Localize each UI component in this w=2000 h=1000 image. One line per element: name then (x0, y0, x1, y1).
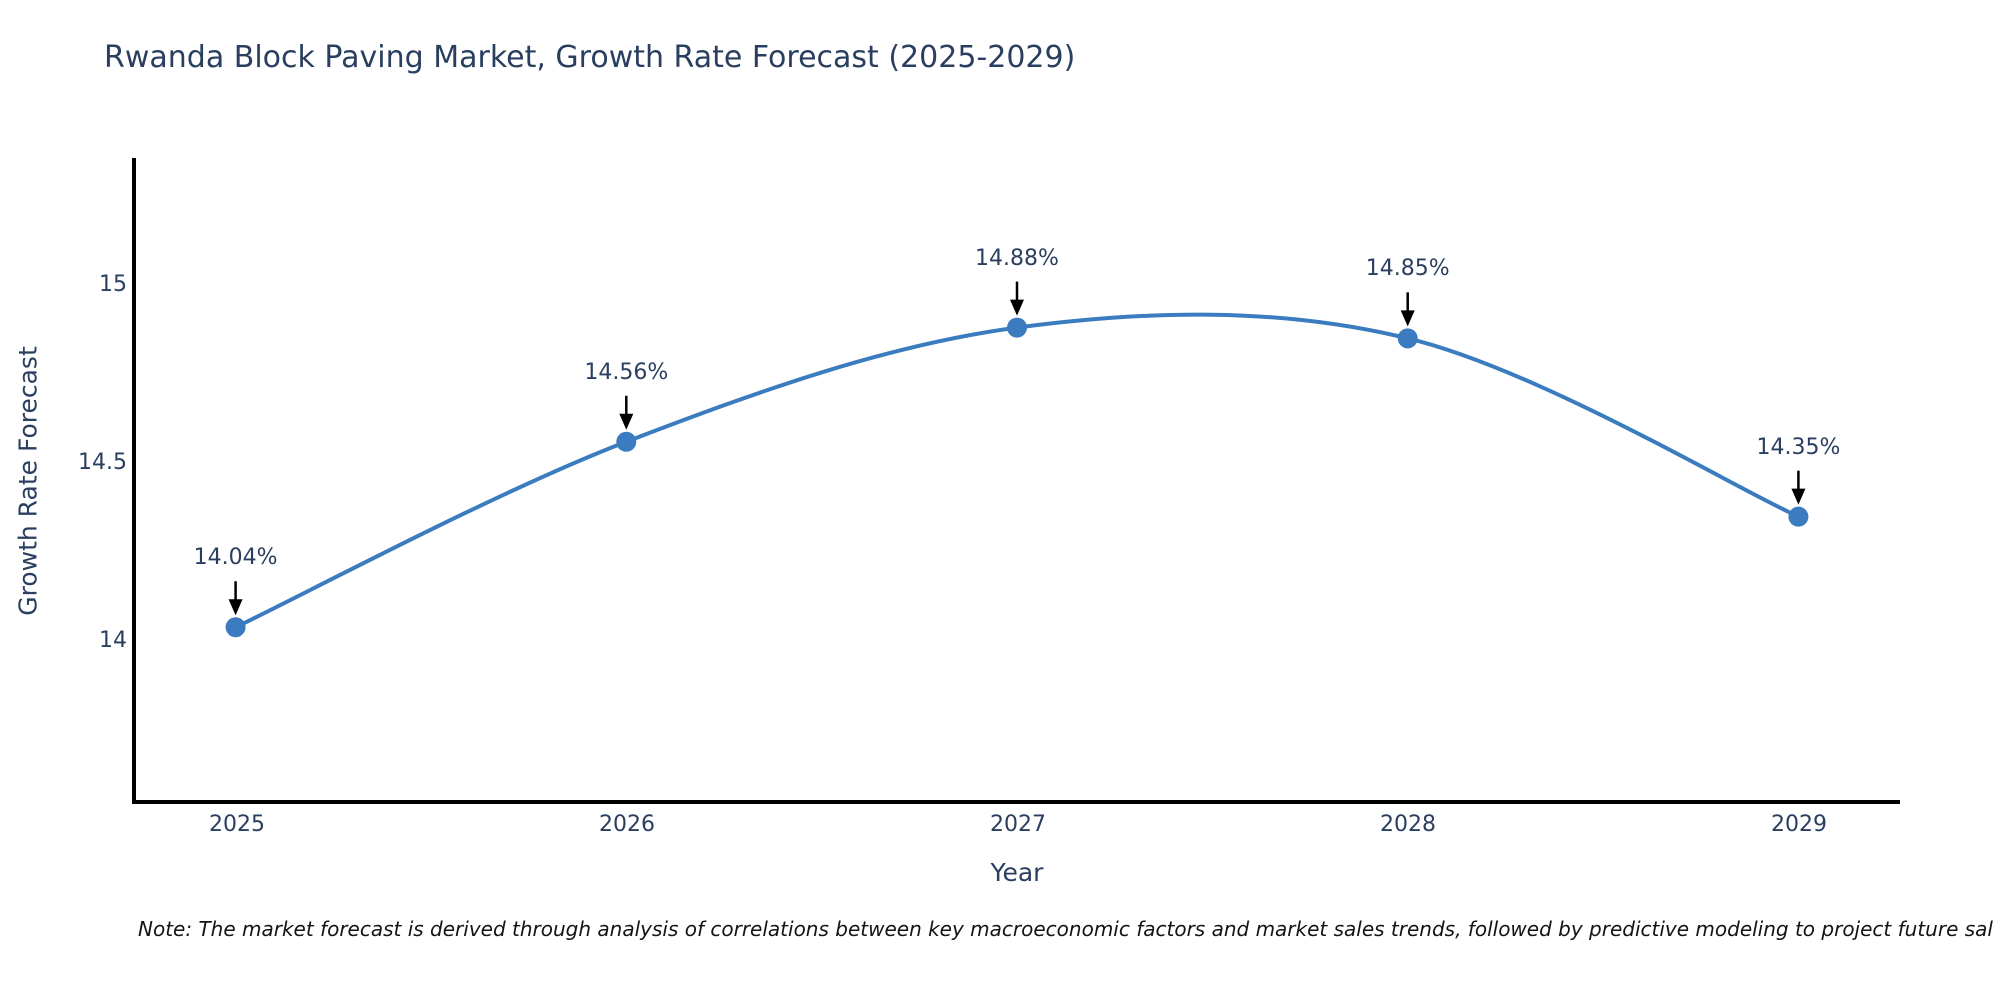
data-point-label: 14.85% (1365, 256, 1450, 282)
annotation-arrow-head (1010, 299, 1024, 316)
annotation-arrow-head (228, 599, 243, 616)
data-point-label: 14.35% (1756, 434, 1841, 460)
data-point-label: 14.04% (193, 545, 278, 571)
data-point-label: 14.56% (584, 359, 669, 385)
x-tick-label-2025: 2025 (209, 812, 265, 837)
y-tick-label-14-5: 14.5 (78, 450, 127, 475)
y-axis-title: Growth Rate Forecast (13, 346, 43, 616)
data-point-marker (225, 617, 246, 638)
annotation-arrow-head (1791, 488, 1806, 505)
y-tick-label-15: 15 (99, 272, 127, 297)
x-tick-label-2026: 2026 (599, 812, 655, 837)
data-point-label: 14.88% (975, 245, 1059, 271)
x-tick-label-2027: 2027 (990, 812, 1046, 837)
data-point-marker (616, 431, 637, 452)
y-tick-label-14: 14 (99, 628, 127, 653)
footnote: Note: The market forecast is derived thr… (138, 917, 1993, 941)
x-tick-label-2029: 2029 (1771, 812, 1827, 837)
chart-title: Rwanda Block Paving Market, Growth Rate … (104, 40, 1076, 75)
x-axis-title: Year (990, 858, 1044, 887)
data-point-marker (1788, 506, 1809, 527)
data-point-marker (1007, 317, 1027, 338)
data-point-marker (1397, 328, 1418, 349)
annotation-arrow-head (1400, 310, 1415, 327)
annotation-arrow-head (619, 413, 634, 430)
x-tick-label-2028: 2028 (1380, 812, 1436, 837)
forecast-line (234, 312, 1800, 630)
